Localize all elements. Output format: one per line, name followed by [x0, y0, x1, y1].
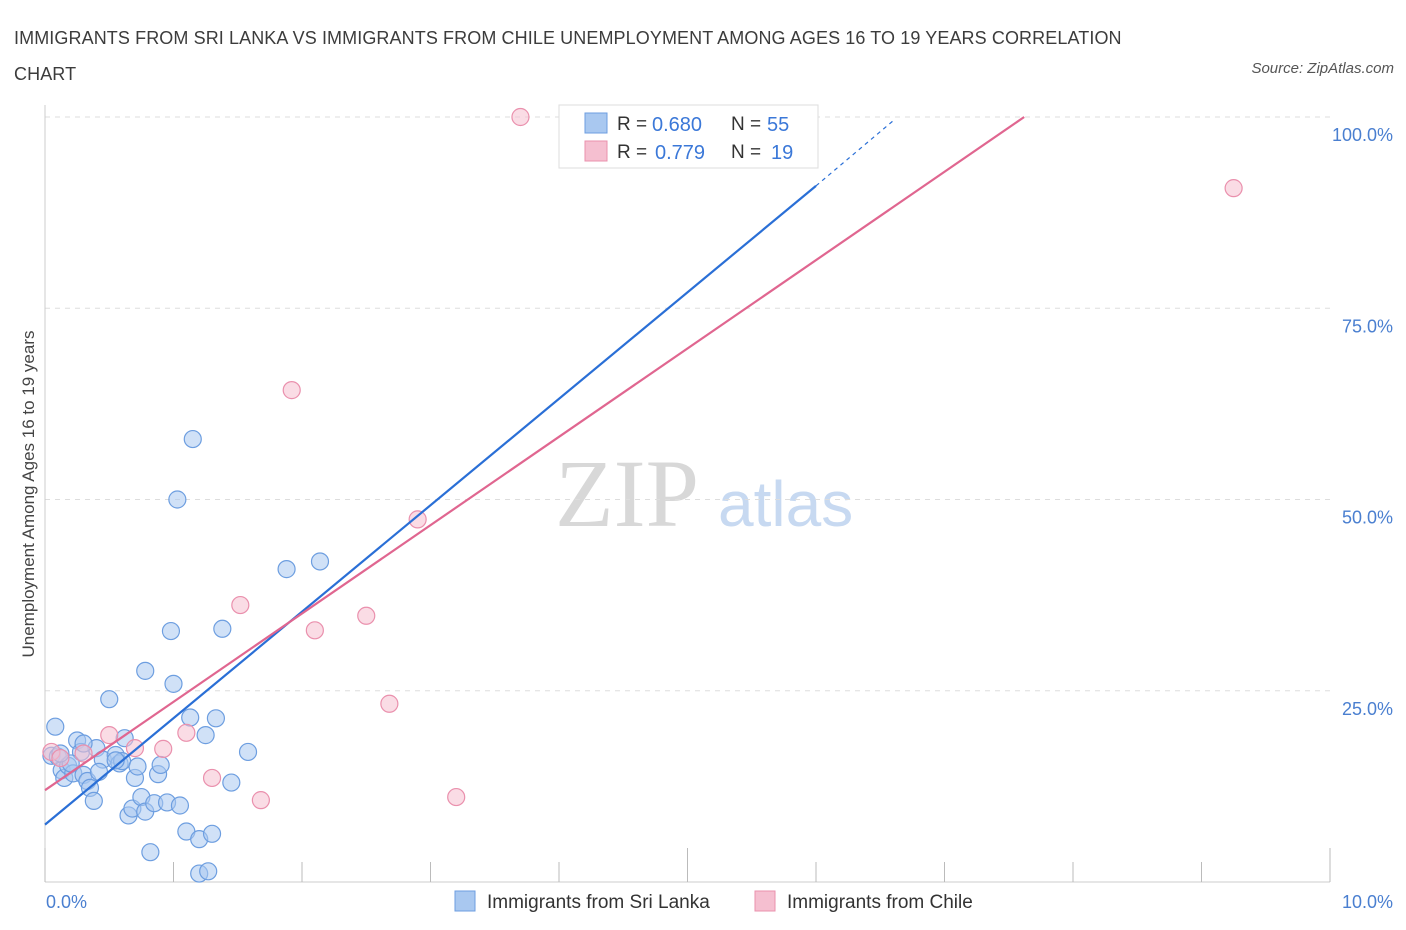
bottom-legend-label-sri-lanka: Immigrants from Sri Lanka — [487, 892, 710, 913]
watermark-atlas: atlas — [718, 468, 853, 540]
point-chile-5 — [177, 723, 196, 742]
point-chile-10 — [305, 621, 324, 640]
trend-line-sri-lanka — [44, 185, 817, 826]
y-tick-label-50: 50.0% — [1342, 508, 1393, 528]
point-sri-lanka-47 — [199, 862, 218, 881]
point-chile-9 — [282, 381, 301, 400]
point-chile-1 — [74, 744, 93, 763]
tick-labels: 25.0% 50.0% 75.0% 100.0% 0.0% 10.0% — [46, 125, 1393, 912]
point-chile-7 — [231, 595, 250, 615]
y-tick-label-25: 25.0% — [1342, 699, 1393, 719]
bottom-legend-swatch-sri-lanka — [454, 890, 476, 912]
point-sri-lanka-35 — [168, 490, 187, 509]
point-sri-lanka-27 — [141, 843, 160, 862]
legend-r-label-1: R = — [617, 114, 647, 135]
point-chile-4 — [154, 739, 173, 758]
point-sri-lanka-41 — [202, 824, 222, 843]
point-chile-18 — [51, 748, 70, 768]
point-sri-lanka-48 — [277, 560, 296, 579]
trend-line-sri-lanka-extension — [815, 120, 894, 187]
x-tick-label-max: 10.0% — [1342, 892, 1393, 912]
legend-n-label-2: N = — [731, 142, 761, 163]
point-sri-lanka-38 — [183, 429, 202, 449]
trend-line-chile — [44, 116, 1025, 792]
legend-r-label-2: R = — [617, 142, 647, 163]
point-sri-lanka-23 — [128, 757, 147, 776]
x-tick-label-min: 0.0% — [46, 892, 87, 912]
legend-n-label-1: N = — [731, 114, 761, 135]
trend-lines — [44, 116, 1025, 826]
point-sri-lanka-44 — [222, 773, 241, 792]
correlation-legend: R = 0.680 N = 55 R = 0.779 N = 19 — [558, 104, 819, 169]
point-chile-17 — [1224, 179, 1243, 198]
point-sri-lanka-1 — [46, 717, 65, 736]
legend-r-value-2: 0.779 — [655, 142, 705, 164]
y-axis-label: Unemployment Among Ages 16 to 19 years — [19, 331, 38, 658]
legend-n-value-1: 55 — [767, 114, 789, 136]
bottom-legend-swatch-chile — [754, 890, 776, 912]
point-chile-8 — [251, 791, 270, 810]
point-chile-13 — [408, 510, 427, 529]
legend-swatch-chile — [584, 140, 608, 162]
chart-title: IMMIGRANTS FROM SRI LANKA VS IMMIGRANTS … — [14, 28, 1122, 84]
point-chile-15 — [511, 107, 530, 127]
point-sri-lanka-37 — [181, 708, 200, 727]
point-sri-lanka-54 — [89, 762, 109, 781]
point-chile-11 — [357, 606, 376, 625]
point-chile-14 — [447, 787, 466, 807]
y-tick-label-100: 100.0% — [1332, 125, 1393, 145]
legend-n-value-2: 19 — [771, 142, 793, 164]
point-sri-lanka-15 — [100, 690, 119, 709]
point-sri-lanka-49 — [310, 552, 330, 571]
legend-r-value-1: 0.680 — [652, 114, 702, 136]
point-chile-2 — [100, 726, 119, 745]
point-sri-lanka-33 — [164, 674, 183, 693]
point-sri-lanka-34 — [170, 796, 190, 815]
point-sri-lanka-12 — [84, 791, 103, 811]
watermark-zip: ZIP — [555, 440, 699, 547]
point-chile-6 — [202, 768, 222, 788]
point-sri-lanka-42 — [206, 709, 226, 728]
data-points — [42, 107, 1243, 883]
bottom-legend-label-chile: Immigrants from Chile — [787, 892, 973, 913]
point-chile-12 — [380, 694, 399, 713]
point-sri-lanka-26 — [136, 661, 155, 680]
y-tick-label-75: 75.0% — [1342, 316, 1393, 336]
point-sri-lanka-40 — [196, 726, 215, 745]
point-sri-lanka-32 — [161, 621, 181, 641]
point-sri-lanka-30 — [151, 755, 170, 775]
point-sri-lanka-45 — [238, 742, 258, 762]
source-label: Source: ZipAtlas.com — [1251, 60, 1394, 77]
series-legend: Immigrants from Sri Lanka Immigrants fro… — [454, 890, 973, 913]
legend-swatch-sri-lanka — [584, 112, 608, 134]
point-sri-lanka-43 — [213, 619, 232, 638]
